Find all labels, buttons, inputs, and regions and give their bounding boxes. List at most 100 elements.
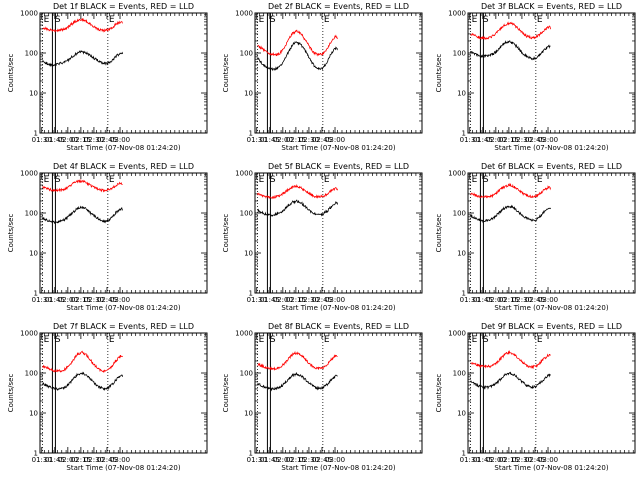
marker-label: S — [270, 175, 276, 185]
marker-label: E — [472, 335, 478, 345]
plot-frame — [467, 332, 636, 454]
marker-label: E — [324, 175, 330, 185]
series-events-line — [42, 50, 123, 68]
y-axis-label: Counts/sec — [7, 374, 15, 413]
plot-frame — [467, 172, 636, 294]
x-tick-label: 02:00 — [273, 136, 293, 144]
panel-title: Det 2f BLACK = Events, RED = LLD — [268, 2, 409, 11]
y-tick-label: 100 — [240, 210, 253, 218]
marker-label: S — [55, 175, 61, 185]
series-lld-line — [257, 29, 338, 57]
marker-label: E — [44, 15, 50, 25]
y-axis-label: Counts/sec — [7, 54, 15, 93]
panel-title: Det 3f BLACK = Events, RED = LLD — [481, 2, 622, 11]
x-tick-label: 01:30 — [460, 456, 480, 464]
panel-6: Det 6f BLACK = Events, RED = LLD 1 10 100 10… — [435, 162, 636, 312]
x-tick-label: 01:45 — [260, 456, 280, 464]
x-tick-label: 02:15 — [71, 296, 91, 304]
panel-title: Det 4f BLACK = Events, RED = LLD — [53, 162, 194, 171]
panel-title: Det 1f BLACK = Events, RED = LLD — [53, 2, 194, 11]
y-tick-label: 1000 — [235, 170, 253, 178]
x-tick-label: 02:30 — [299, 456, 319, 464]
y-tick-label: 10 — [244, 250, 253, 258]
x-tick-label: 02:15 — [499, 296, 519, 304]
y-tick-label: 100 — [453, 50, 466, 58]
x-tick-label: 01:45 — [473, 456, 493, 464]
x-tick-label: 02:15 — [499, 136, 519, 144]
x-axis-label: Start Time (07-Nov-08 01:24:20) — [281, 464, 395, 472]
x-tick-label: 02:00 — [486, 136, 506, 144]
x-tick-label: 02:30 — [84, 296, 104, 304]
x-tick-label: 02:15 — [286, 296, 306, 304]
x-tick-label: 02:30 — [512, 456, 532, 464]
marker-label: E — [537, 335, 543, 345]
x-tick-label: 02:45 — [97, 136, 117, 144]
series-lld-line — [470, 350, 551, 370]
x-tick-label: 02:30 — [84, 456, 104, 464]
y-axis-label: Counts/sec — [222, 374, 230, 413]
marker-label: E — [44, 335, 50, 345]
y-tick-label: 1 — [249, 290, 253, 298]
y-tick-label: 100 — [25, 210, 38, 218]
y-tick-label: 100 — [25, 370, 38, 378]
x-tick-label: 02:45 — [312, 296, 332, 304]
x-tick-label: 03:00 — [538, 136, 558, 144]
series-lld-line — [257, 350, 338, 371]
marker-label: E — [109, 15, 115, 25]
panel-1: Det 1f BLACK = Events, RED = LLD 1 10 100 10… — [7, 2, 208, 152]
x-tick-label: 02:30 — [299, 296, 319, 304]
series-lld-line — [470, 182, 551, 199]
y-tick-label: 10 — [29, 410, 38, 418]
marker-label: S — [270, 15, 276, 25]
y-tick-label: 1000 — [448, 330, 466, 338]
y-tick-label: 10 — [244, 90, 253, 98]
plot-frame — [254, 172, 423, 294]
series-events-line — [257, 371, 338, 392]
marker-label: S — [483, 175, 489, 185]
x-tick-label: 02:00 — [58, 456, 78, 464]
x-tick-label: 03:00 — [325, 136, 345, 144]
panel-title: Det 7f BLACK = Events, RED = LLD — [53, 322, 194, 331]
x-tick-label: 03:00 — [110, 136, 130, 144]
x-tick-label: 02:00 — [486, 296, 506, 304]
x-tick-label: 01:45 — [260, 136, 280, 144]
y-tick-label: 1 — [34, 130, 38, 138]
marker-label: E — [44, 175, 50, 185]
x-tick-label: 02:30 — [512, 296, 532, 304]
series-events-line — [470, 371, 551, 390]
x-tick-label: 02:45 — [525, 456, 545, 464]
x-tick-label: 03:00 — [110, 296, 130, 304]
x-tick-label: 01:45 — [45, 296, 65, 304]
x-tick-label: 02:45 — [525, 136, 545, 144]
x-tick-label: 02:45 — [97, 456, 117, 464]
x-tick-label: 01:45 — [473, 296, 493, 304]
y-tick-label: 100 — [453, 210, 466, 218]
marker-label: E — [324, 15, 330, 25]
x-tick-label: 02:00 — [486, 456, 506, 464]
marker-label: E — [109, 335, 115, 345]
x-tick-label: 02:00 — [273, 296, 293, 304]
y-tick-label: 10 — [244, 410, 253, 418]
marker-label: E — [109, 175, 115, 185]
x-tick-label: 02:00 — [58, 136, 78, 144]
y-tick-label: 1 — [34, 290, 38, 298]
series-events-line — [42, 205, 123, 224]
y-tick-label: 10 — [29, 250, 38, 258]
y-tick-label: 1000 — [20, 170, 38, 178]
x-tick-label: 01:45 — [260, 296, 280, 304]
panel-title: Det 6f BLACK = Events, RED = LLD — [481, 162, 622, 171]
x-tick-label: 01:30 — [32, 296, 52, 304]
y-axis-label: Counts/sec — [435, 374, 443, 413]
y-tick-label: 1 — [249, 450, 253, 458]
x-tick-label: 01:30 — [460, 296, 480, 304]
marker-label: E — [472, 15, 478, 25]
y-axis-label: Counts/sec — [222, 54, 230, 93]
x-tick-label: 02:15 — [71, 456, 91, 464]
series-events-line — [470, 204, 551, 224]
marker-label: E — [537, 175, 543, 185]
x-tick-label: 02:45 — [312, 136, 332, 144]
plot-frame — [39, 172, 208, 294]
x-axis-label: Start Time (07-Nov-08 01:24:20) — [494, 144, 608, 152]
series-lld-line — [257, 183, 338, 200]
x-tick-label: 01:30 — [460, 136, 480, 144]
